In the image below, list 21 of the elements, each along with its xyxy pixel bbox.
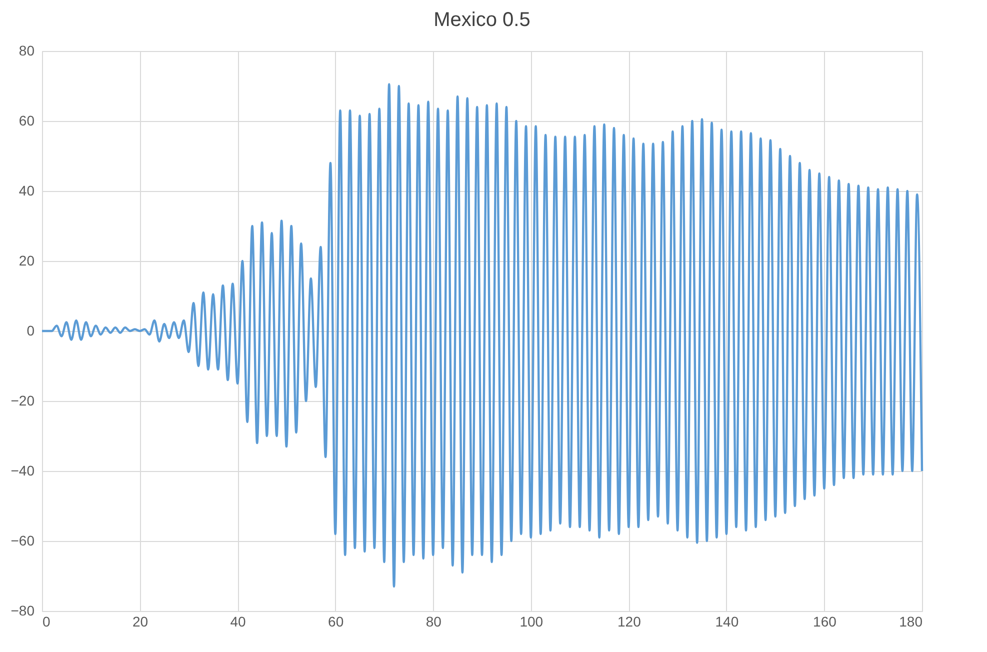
chart-title: Mexico 0.5 — [434, 9, 530, 31]
x-tick-label: 140 — [715, 614, 739, 630]
line-series — [40, 83, 924, 588]
y-tick-label: −60 — [10, 532, 35, 548]
y-tick-label: −20 — [10, 392, 35, 408]
x-tick-label: 120 — [617, 614, 642, 630]
x-tick-label: 160 — [813, 614, 837, 630]
y-tick-label: −80 — [10, 602, 35, 618]
x-tick-label: 60 — [328, 614, 344, 630]
y-tick-label: 0 — [26, 322, 35, 338]
x-tick-label: 0 — [42, 614, 50, 630]
y-tick-label: 60 — [18, 112, 35, 128]
x-tick-label: 80 — [426, 614, 442, 630]
y-tick-label: 20 — [18, 252, 35, 268]
x-tick-label: 20 — [132, 614, 148, 630]
y-tick-label: 40 — [18, 182, 35, 198]
x-tick-label: 100 — [520, 614, 544, 630]
x-tick-label: 40 — [230, 614, 246, 630]
x-tick-label: 180 — [899, 614, 923, 630]
y-tick-label: 80 — [18, 42, 35, 58]
y-tick-label: −40 — [10, 462, 35, 478]
